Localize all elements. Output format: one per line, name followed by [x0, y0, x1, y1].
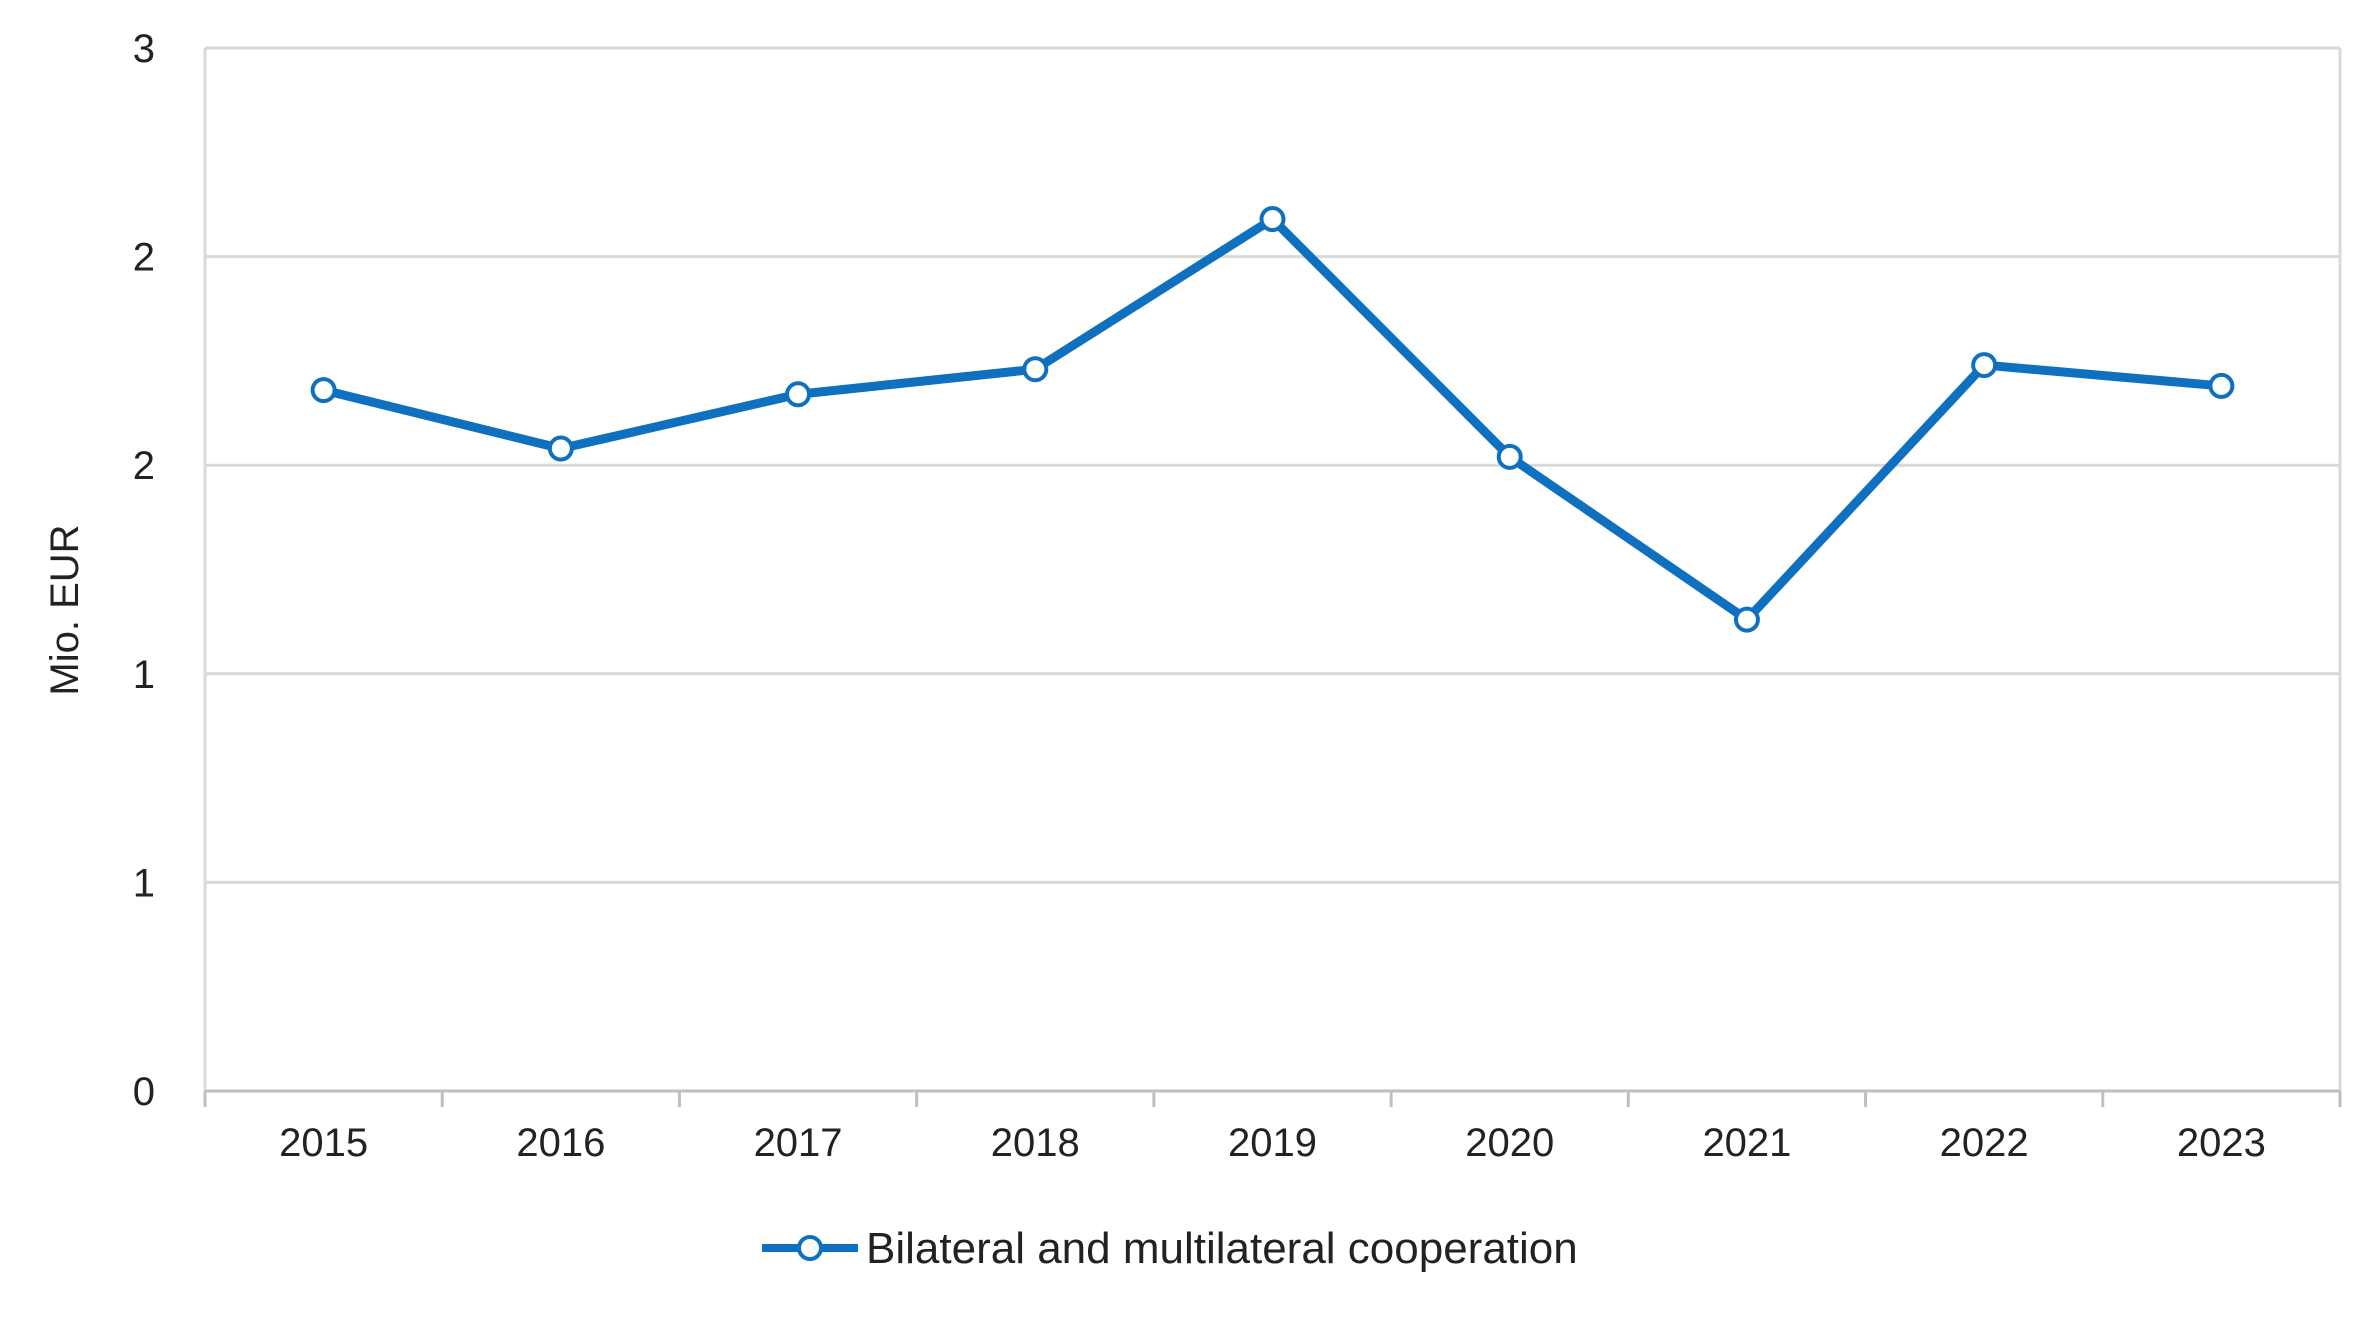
data-point-marker — [547, 435, 574, 462]
legend-series-marker — [797, 1235, 823, 1261]
data-point-marker — [1496, 443, 1523, 470]
y-tick-label: 0 — [133, 1070, 155, 1114]
gridlines — [205, 46, 2340, 884]
x-tick-label: 2018 — [991, 1121, 1080, 1165]
data-point-marker — [1022, 356, 1049, 383]
y-tick-label: 3 — [133, 27, 155, 71]
y-tick-label: 2 — [133, 444, 155, 488]
data-point-marker — [1733, 606, 1760, 633]
legend: Bilateral and multilateral cooperation — [762, 1224, 1578, 1273]
y-axis-title: Mio. EUR — [43, 524, 87, 695]
legend-series-label: Bilateral and multilateral cooperation — [866, 1224, 1578, 1273]
y-tick-label: 2 — [133, 236, 155, 280]
data-point-marker — [310, 377, 337, 404]
x-tick-label: 2020 — [1465, 1121, 1554, 1165]
x-tick-label: 2023 — [2177, 1121, 2266, 1165]
x-tick-label: 2019 — [1228, 1121, 1317, 1165]
x-tick-label: 2016 — [516, 1121, 605, 1165]
y-axis-tick-labels: 0 1 1 2 2 3 — [133, 27, 155, 1114]
series-line — [319, 214, 2226, 625]
axes — [203, 48, 2342, 1107]
x-tick-label: 2015 — [279, 1121, 368, 1165]
data-point-marker — [785, 381, 812, 408]
y-tick-label: 1 — [133, 861, 155, 905]
data-point-marker — [1971, 352, 1998, 379]
x-tick-label: 2021 — [1702, 1121, 1791, 1165]
series-layer — [310, 206, 2235, 633]
data-point-marker — [2208, 372, 2235, 399]
data-point-marker — [1259, 206, 1286, 233]
x-axis-tick-labels: 2015 2016 2017 2018 2019 2020 2021 2022 2023 — [279, 1121, 2266, 1165]
x-tick-label: 2022 — [1940, 1121, 2029, 1165]
x-tick-label: 2017 — [754, 1121, 843, 1165]
y-tick-label: 1 — [133, 653, 155, 697]
